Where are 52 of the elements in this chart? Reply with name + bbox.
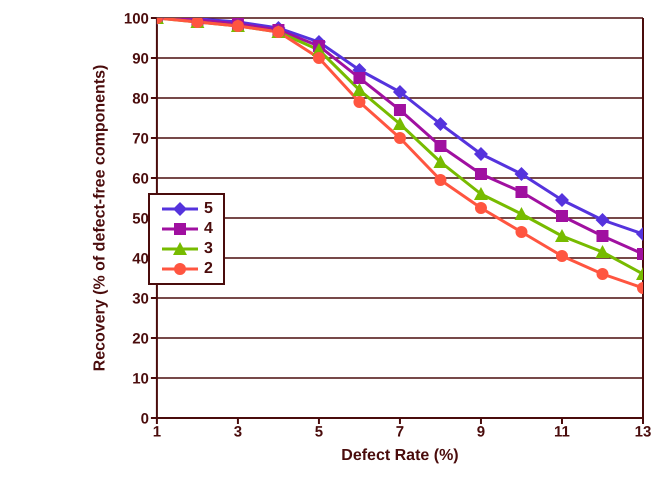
point <box>433 117 448 131</box>
point <box>352 83 366 96</box>
point <box>312 52 325 64</box>
point <box>433 155 448 168</box>
y-tick-label: 10 <box>132 370 149 388</box>
point <box>394 104 406 116</box>
x-tick-label: 7 <box>396 424 404 441</box>
y-axis-title: Recovery (% of defect-free components) <box>92 64 109 372</box>
legend-label: 5 <box>204 199 213 219</box>
point <box>554 193 569 207</box>
y-tick-label: 20 <box>132 330 149 348</box>
y-tick-label: 70 <box>132 130 149 148</box>
legend-label: 2 <box>204 259 213 279</box>
point <box>595 213 610 227</box>
y-tick-label: 80 <box>132 90 149 108</box>
y-tick-label: 30 <box>132 290 149 308</box>
x-tick-label: 11 <box>554 424 570 441</box>
y-tick-label: 90 <box>132 50 149 68</box>
point <box>554 229 569 242</box>
y-tick-label: 50 <box>132 210 149 228</box>
point <box>353 72 366 84</box>
point <box>514 167 528 181</box>
legend-label: 3 <box>204 239 213 259</box>
point <box>434 174 446 186</box>
point <box>394 132 406 144</box>
point <box>434 140 446 152</box>
point <box>353 96 366 108</box>
point <box>474 202 487 214</box>
point <box>392 85 407 99</box>
x-tick-label: 9 <box>476 424 486 441</box>
point <box>595 245 610 258</box>
y-tick-label: 0 <box>140 410 149 428</box>
point <box>392 117 407 130</box>
legend-label: 4 <box>204 219 213 239</box>
x-tick-label: 3 <box>234 424 242 441</box>
x-tick-label: 1 <box>152 424 162 441</box>
point <box>556 210 568 222</box>
y-tick-label: 60 <box>132 170 149 188</box>
point <box>474 147 488 161</box>
x-tick-label: 5 <box>314 424 324 441</box>
point <box>514 207 528 220</box>
point <box>515 226 528 238</box>
point <box>515 186 528 198</box>
point <box>556 250 568 262</box>
point <box>474 168 487 180</box>
x-tick-label: 13 <box>634 424 652 441</box>
point <box>596 230 608 242</box>
y-tick-label: 40 <box>132 250 149 268</box>
x-axis-title: Defect Rate (%) <box>341 447 459 464</box>
y-tick-label: 100 <box>124 10 149 28</box>
point <box>596 268 608 280</box>
point <box>474 187 488 200</box>
